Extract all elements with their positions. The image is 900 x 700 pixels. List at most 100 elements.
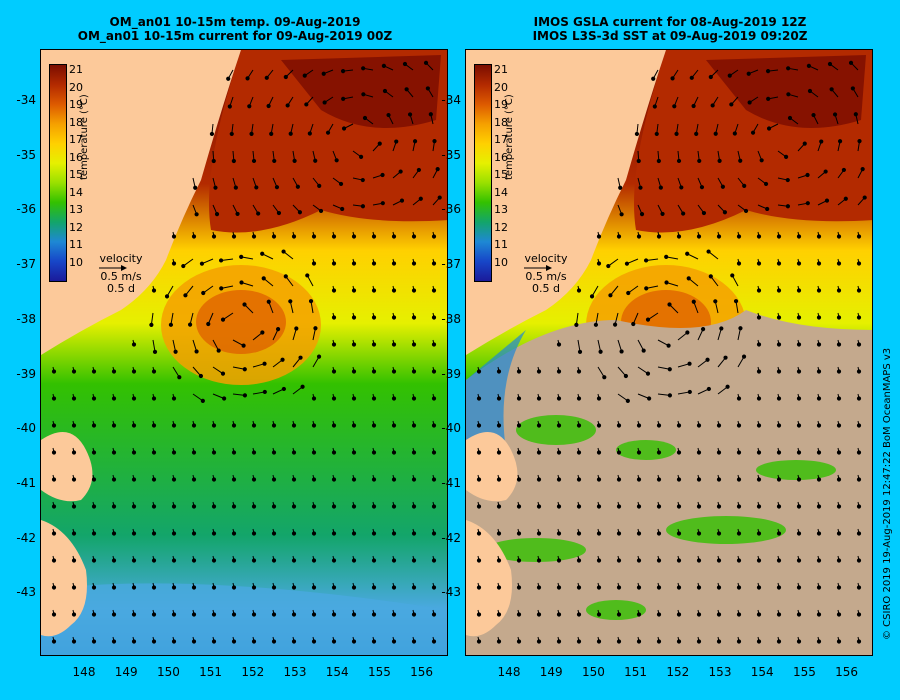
colorbar-label: 10 <box>69 255 83 269</box>
current-arrow-head <box>616 558 622 563</box>
current-arrow-head <box>766 96 771 101</box>
current-arrow-head <box>251 531 257 536</box>
current-arrow-head <box>91 450 97 455</box>
current-arrow-head <box>806 63 812 68</box>
current-arrow-head <box>656 639 662 644</box>
current-arrow-head <box>311 531 317 536</box>
current-arrow-head <box>71 612 77 617</box>
current-arrow-head <box>776 423 782 428</box>
current-arrow-head <box>91 504 97 509</box>
current-arrow-head <box>536 477 542 482</box>
longitude-tick: 150 <box>581 665 605 679</box>
current-arrow-head <box>681 211 686 216</box>
current-arrow-head <box>220 317 226 322</box>
current-arrow-head <box>750 130 756 135</box>
current-arrow-head <box>694 131 699 136</box>
current-arrow-head <box>271 504 277 509</box>
current-arrow-head <box>685 330 690 335</box>
current-arrow-head <box>331 450 337 455</box>
current-arrow-head <box>211 558 217 563</box>
current-arrow-head <box>696 234 702 239</box>
current-arrow-head <box>776 342 782 347</box>
current-arrow-head <box>201 290 206 296</box>
current-arrow-head <box>676 612 682 617</box>
current-arrow-head <box>311 612 317 617</box>
current-arrow-head <box>51 639 57 644</box>
current-arrow-head <box>151 423 157 428</box>
current-arrow-head <box>496 450 502 455</box>
cool-water-south <box>41 583 447 655</box>
tasmania <box>41 520 87 637</box>
current-arrow-head <box>194 349 199 354</box>
current-arrow-head <box>776 639 782 644</box>
current-arrow-head <box>171 504 177 509</box>
current-arrow-head <box>496 396 502 401</box>
current-arrow-head <box>836 585 842 590</box>
current-arrow-head <box>796 612 802 617</box>
current-arrow-head <box>686 276 691 281</box>
current-arrow-head <box>576 477 582 482</box>
current-arrow-head <box>391 450 397 455</box>
current-arrow-head <box>271 612 277 617</box>
current-arrow-head <box>756 504 762 509</box>
current-arrow-head <box>216 348 221 353</box>
current-arrow-head <box>231 639 237 644</box>
colorbar-label: 16 <box>494 150 508 164</box>
current-arrow-head <box>111 531 117 536</box>
current-arrow-head <box>802 141 807 146</box>
current-arrow-head <box>411 261 417 266</box>
current-arrow-head <box>91 369 97 374</box>
latitude-tick: -37 <box>441 257 461 272</box>
current-arrow-head <box>674 131 679 136</box>
current-arrow-head <box>786 66 791 71</box>
current-arrow-head <box>404 87 409 92</box>
current-arrow-head <box>716 531 722 536</box>
current-arrow-head <box>331 504 337 509</box>
current-arrow-head <box>231 423 237 428</box>
current-arrow-head <box>685 251 690 256</box>
current-arrow-head <box>556 531 562 536</box>
current-arrow-head <box>796 369 802 374</box>
current-arrow-head <box>796 477 802 482</box>
current-arrow-head <box>317 183 322 188</box>
current-arrow-head <box>431 396 437 401</box>
current-arrow-head <box>51 423 57 428</box>
current-arrow-head <box>358 154 364 159</box>
latitude-tick: -38 <box>441 311 461 326</box>
current-arrow-head <box>596 639 602 644</box>
current-arrow-head <box>331 234 337 239</box>
current-arrow-head <box>291 639 297 644</box>
current-arrow-head <box>689 75 694 80</box>
current-arrow-head <box>111 450 117 455</box>
current-arrow-head <box>616 477 622 482</box>
current-arrow-head <box>131 342 137 347</box>
current-arrow-head <box>811 112 816 118</box>
current-arrow-head <box>131 396 137 401</box>
current-arrow-head <box>705 357 710 362</box>
current-arrow-head <box>496 585 502 590</box>
latitude-tick: -34 <box>441 93 461 107</box>
current-arrow-head <box>699 185 705 190</box>
sst-patch <box>756 460 836 480</box>
current-arrow-head <box>214 212 220 217</box>
colorbar-label: 11 <box>69 238 83 251</box>
current-arrow-head <box>736 531 742 536</box>
right-title-line-1: IMOS GSLA current for 08-Aug-2019 12Z <box>533 15 807 29</box>
current-arrow-head <box>291 558 297 563</box>
longitude-tick: 148 <box>72 665 96 679</box>
current-arrow-head <box>576 369 582 374</box>
current-arrow-head <box>423 60 429 65</box>
current-arrow-head <box>536 450 542 455</box>
current-arrow-head <box>351 450 357 455</box>
current-arrow-head <box>51 612 57 617</box>
longitude-tick: 156 <box>835 665 859 679</box>
current-arrow-head <box>576 612 582 617</box>
current-arrow-head <box>733 299 739 304</box>
current-arrow-head <box>371 423 377 428</box>
current-arrow-head <box>664 280 669 285</box>
current-arrow-head <box>836 369 842 374</box>
current-arrow-head <box>283 74 288 80</box>
current-vectors <box>51 60 442 644</box>
current-arrow-head <box>716 504 722 509</box>
current-arrow-head <box>666 343 671 348</box>
